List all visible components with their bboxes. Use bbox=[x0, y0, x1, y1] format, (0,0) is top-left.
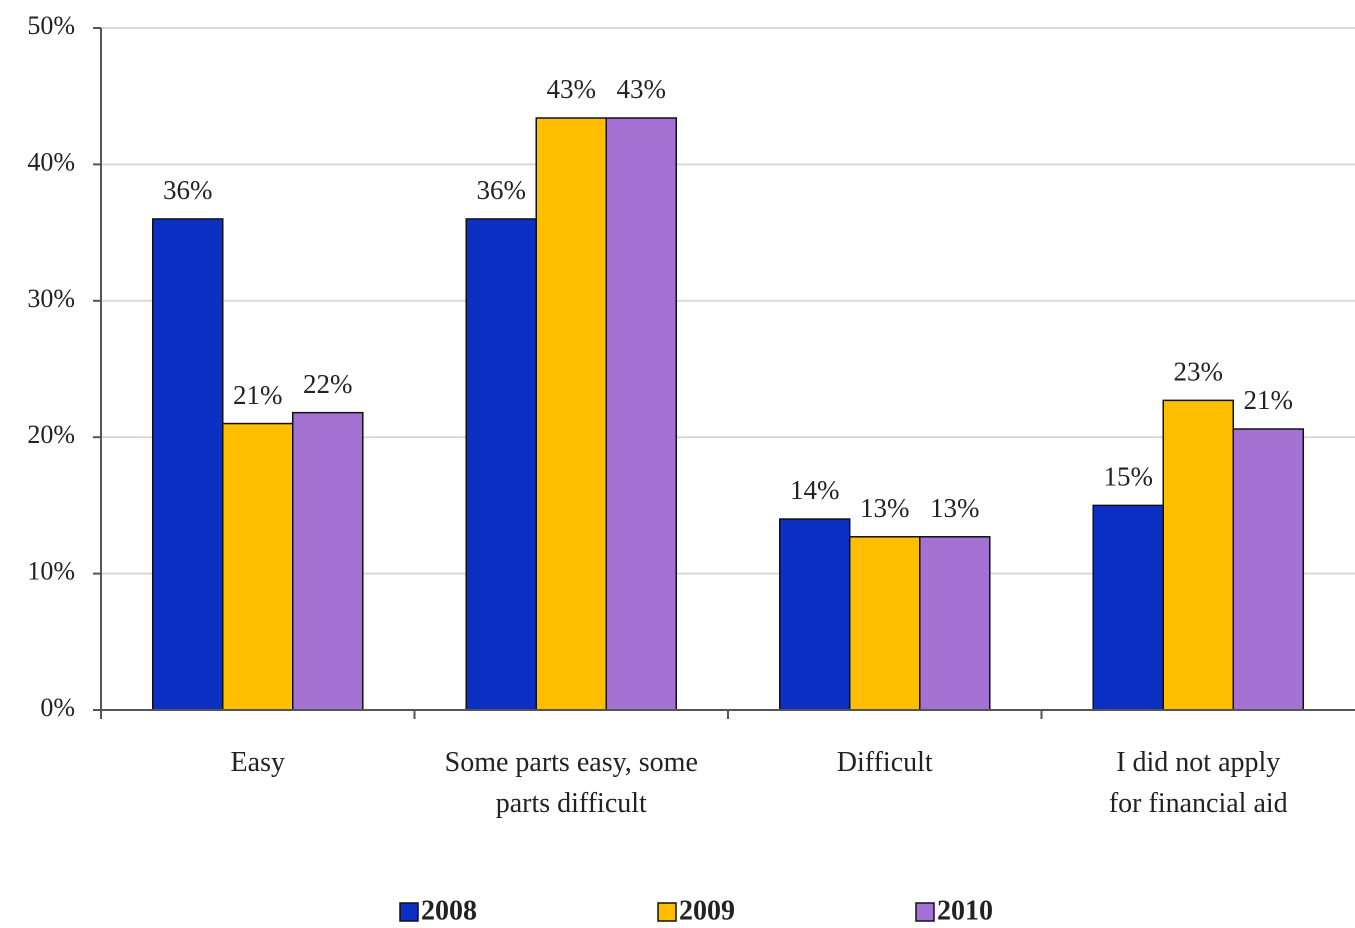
y-tick-label: 0% bbox=[40, 693, 75, 722]
bar bbox=[535, 117, 608, 711]
data-label: 36% bbox=[163, 175, 213, 205]
bar bbox=[221, 422, 294, 711]
legend-label: 2009 bbox=[679, 895, 735, 926]
data-label: 43% bbox=[617, 74, 667, 104]
legend-swatch bbox=[657, 902, 677, 922]
bar bbox=[465, 218, 537, 711]
data-label: 15% bbox=[1103, 462, 1153, 492]
y-tick-label: 50% bbox=[27, 11, 75, 40]
data-label: 43% bbox=[547, 74, 597, 104]
bar bbox=[919, 536, 991, 711]
legend-swatch bbox=[915, 902, 935, 922]
bar bbox=[292, 411, 364, 711]
data-label: 13% bbox=[860, 493, 910, 523]
bar bbox=[605, 117, 678, 711]
bar bbox=[848, 536, 921, 711]
legend-label: 2010 bbox=[937, 895, 993, 926]
data-label: 23% bbox=[1174, 357, 1224, 387]
y-tick-label: 20% bbox=[27, 420, 75, 449]
data-label: 21% bbox=[233, 380, 283, 410]
bar bbox=[1092, 504, 1164, 711]
data-label: 21% bbox=[1244, 385, 1294, 415]
x-tick-label: I did not apply for financial aid bbox=[1108, 747, 1288, 819]
data-label: 22% bbox=[303, 369, 353, 399]
y-tick-label: 10% bbox=[27, 557, 75, 586]
x-tick-label: Difficult bbox=[836, 747, 933, 778]
y-tick-label: 40% bbox=[27, 147, 75, 176]
bar bbox=[1232, 428, 1305, 711]
x-tick-label: Some parts easy, some parts difficult bbox=[444, 747, 698, 819]
legend-label: 2008 bbox=[421, 895, 477, 926]
bar bbox=[1162, 399, 1235, 711]
data-label: 36% bbox=[476, 175, 526, 205]
y-tick-label: 30% bbox=[27, 284, 75, 313]
bar bbox=[778, 518, 851, 711]
data-label: 13% bbox=[930, 493, 980, 523]
x-tick-label: Easy bbox=[230, 747, 285, 778]
bar bbox=[151, 218, 224, 711]
legend-swatch bbox=[399, 902, 419, 922]
data-label: 14% bbox=[790, 475, 840, 505]
